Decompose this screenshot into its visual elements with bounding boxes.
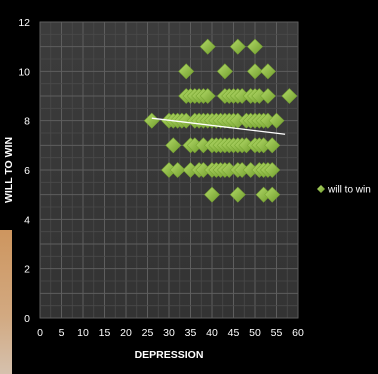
- left-accent-strip: [0, 230, 12, 374]
- x-tick-label: 40: [206, 327, 218, 339]
- x-tick-label: 25: [142, 327, 154, 339]
- trendline-segment: [151, 117, 286, 135]
- data-point: [199, 88, 216, 104]
- data-point: [259, 63, 276, 80]
- data-point: [259, 88, 276, 104]
- x-tick-label: 35: [185, 327, 197, 339]
- y-tick-label: 0: [24, 313, 30, 325]
- trendline: [151, 117, 286, 135]
- y-tick-label: 12: [18, 17, 30, 29]
- y-tick-label: 2: [24, 264, 30, 276]
- data-point: [199, 38, 216, 55]
- data-point: [281, 88, 298, 104]
- data-point: [178, 63, 195, 80]
- data-point: [165, 137, 182, 154]
- data-point: [204, 186, 220, 203]
- x-tick-label: 10: [77, 327, 89, 339]
- data-point: [268, 112, 285, 129]
- legend-diamond-marker: [317, 185, 325, 193]
- legend-label: will to win: [327, 185, 371, 196]
- x-axis-label: DEPRESSION: [135, 349, 204, 361]
- y-tick-label: 8: [24, 116, 30, 128]
- legend: will to win: [317, 185, 371, 196]
- data-points: [143, 38, 298, 203]
- data-point: [216, 63, 233, 80]
- x-tick-label: 5: [59, 327, 65, 339]
- x-tick-label: 55: [271, 327, 283, 339]
- data-point: [264, 137, 281, 154]
- x-tick-label: 0: [37, 327, 43, 339]
- data-point: [264, 186, 281, 203]
- data-point: [229, 38, 246, 55]
- data-point: [229, 186, 246, 203]
- x-axis-ticks: 0 5 10 15 20 25 30 35 40 45 50 55 60: [37, 327, 304, 339]
- x-tick-label: 30: [163, 327, 175, 339]
- y-tick-label: 4: [24, 214, 30, 226]
- x-tick-label: 60: [292, 327, 304, 339]
- x-tick-label: 20: [120, 327, 132, 339]
- y-axis-label: WILL TO WIN: [3, 137, 15, 203]
- x-tick-label: 45: [228, 327, 240, 339]
- data-point: [264, 162, 281, 178]
- x-tick-label: 50: [249, 327, 261, 339]
- x-tick-label: 15: [99, 327, 111, 339]
- y-tick-label: 6: [24, 165, 30, 177]
- data-point: [143, 112, 160, 129]
- y-axis-ticks: 0 2 4 6 8 10 12: [18, 17, 30, 325]
- y-tick-label: 10: [18, 66, 30, 78]
- data-point: [247, 38, 263, 55]
